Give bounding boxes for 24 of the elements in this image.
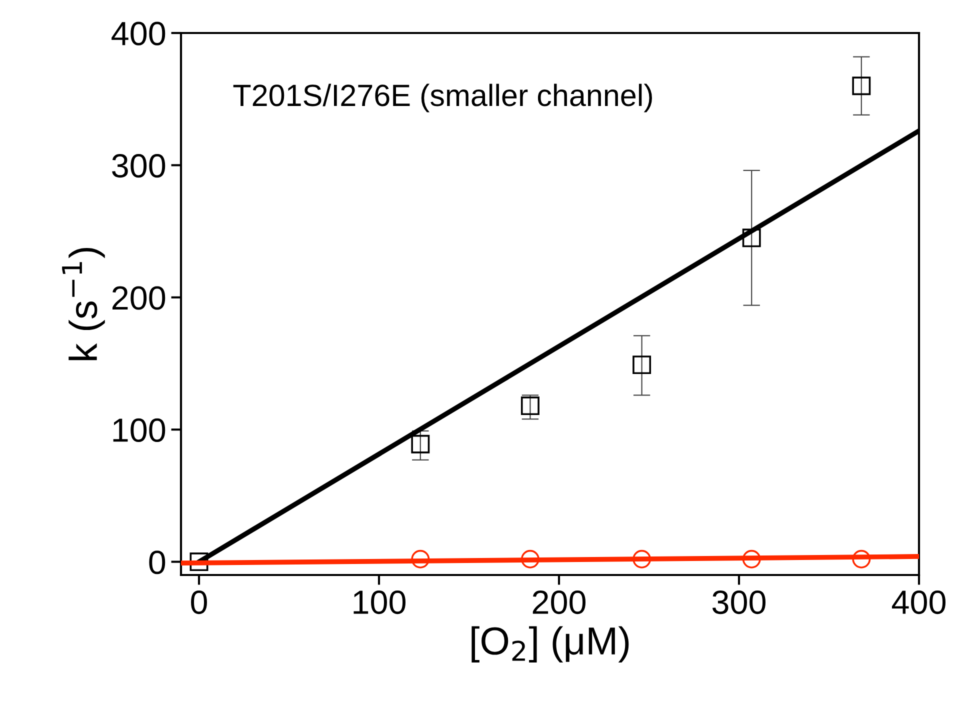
point <box>520 396 540 416</box>
point <box>852 550 871 568</box>
y-tick-label: 0 <box>149 550 166 574</box>
y-tick-label: 400 <box>112 22 166 46</box>
y-tick-label: 100 <box>113 418 166 442</box>
x-tick-label: 100 <box>354 590 406 614</box>
y-tick-label: 200 <box>112 286 166 310</box>
x-axis-title: [O$_{2}$] (μM) <box>472 626 629 662</box>
point <box>632 356 652 374</box>
x-tick-label: 400 <box>892 590 946 614</box>
x-tick-label: 300 <box>712 590 766 614</box>
point <box>742 550 761 568</box>
point <box>520 550 540 568</box>
point <box>411 550 430 568</box>
y-axis-title: k (s$^{−1}$) <box>62 248 105 360</box>
x-tick-label: 200 <box>532 590 586 614</box>
x-tick-label: 0 <box>191 590 207 614</box>
point <box>190 552 208 572</box>
point <box>742 228 761 248</box>
point <box>852 76 871 96</box>
point <box>411 434 430 454</box>
point <box>632 550 652 568</box>
annotation: T201S/I276E (smaller channel) <box>233 84 652 112</box>
y-tick-label: 300 <box>112 154 166 178</box>
